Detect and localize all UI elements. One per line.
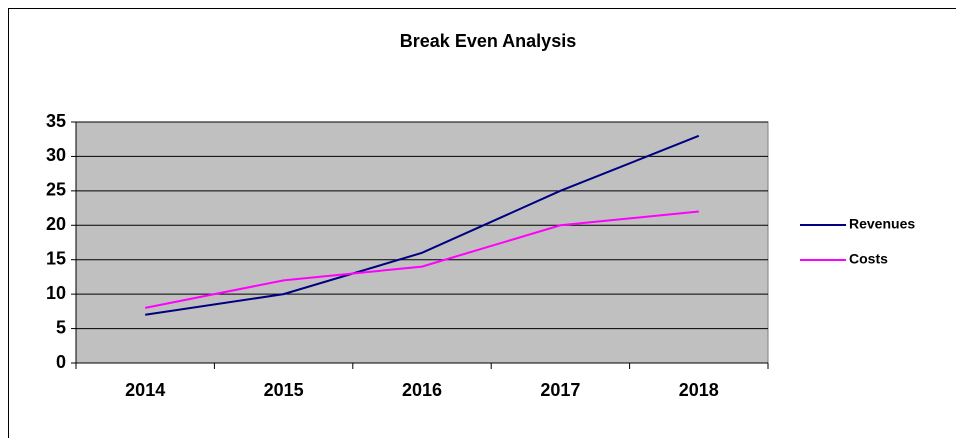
y-tick-label: 30 [46, 145, 66, 165]
plot-area [75, 121, 769, 364]
series-line [145, 134, 700, 316]
x-tick-label: 2015 [264, 380, 304, 400]
y-tick-label: 25 [46, 180, 66, 200]
series-line [145, 210, 699, 309]
x-tick-label: 2018 [679, 380, 719, 400]
x-tick-label: 2017 [540, 380, 580, 400]
legend-label: Revenues [849, 216, 915, 232]
y-tick-label: 5 [56, 317, 66, 337]
y-tick-label: 35 [46, 111, 66, 131]
x-tick-label: 2016 [402, 380, 442, 400]
y-tick-label: 10 [46, 283, 66, 303]
chart-title: Break Even Analysis [400, 31, 576, 51]
y-tick-label: 0 [56, 352, 66, 372]
y-tick-label: 20 [46, 214, 66, 234]
legend-label: Costs [849, 251, 888, 267]
x-tick-label: 2014 [125, 380, 165, 400]
y-tick-label: 15 [46, 248, 66, 268]
